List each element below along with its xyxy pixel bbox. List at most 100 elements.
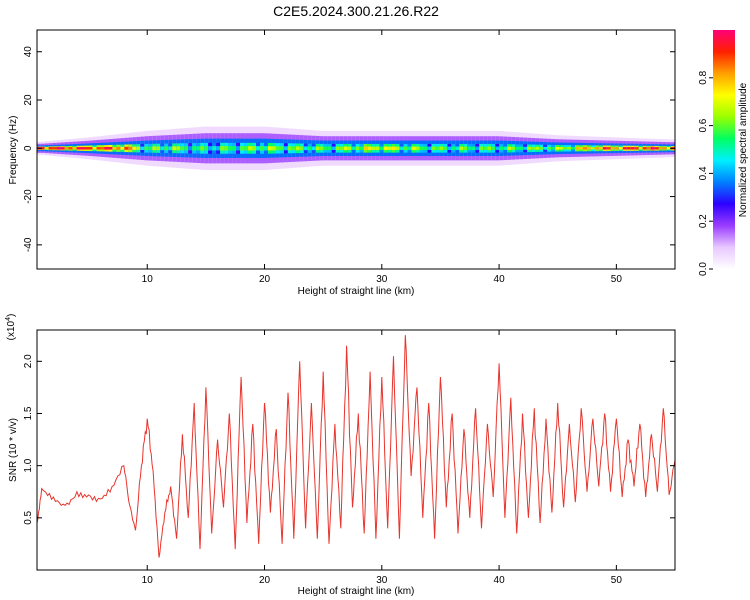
spectrogram-cell bbox=[287, 146, 293, 151]
spectrogram-cell bbox=[547, 146, 552, 150]
x-tick-label: 10 bbox=[142, 575, 154, 586]
y-tick-label: 1.0 bbox=[23, 458, 34, 472]
spectrogram-cell bbox=[606, 147, 612, 150]
snr-scale-exponent: 4 bbox=[5, 317, 12, 321]
y-tick-label: 20 bbox=[23, 94, 34, 106]
spectrogram-cell bbox=[443, 146, 449, 151]
spectrogram-cell bbox=[220, 146, 225, 151]
spectrogram-cell bbox=[80, 147, 86, 150]
spectrogram-cell bbox=[487, 146, 492, 151]
spectrogram-cell bbox=[64, 147, 70, 150]
spectrogram-cell bbox=[407, 146, 413, 151]
colorbar-tick-label: 0.2 bbox=[698, 214, 709, 228]
x-tick-label: 30 bbox=[376, 575, 388, 586]
spectrogram-cell bbox=[499, 146, 504, 151]
spectrogram-cell bbox=[315, 146, 321, 151]
spectrogram-cell bbox=[52, 147, 58, 150]
spectrogram-cell bbox=[582, 147, 588, 150]
spectrogram-cell bbox=[598, 147, 604, 150]
spectrogram-cell bbox=[571, 147, 576, 150]
y-tick-label: 0 bbox=[23, 145, 34, 151]
colorbar-gradient bbox=[713, 30, 735, 269]
spectrogram-cell bbox=[642, 147, 648, 150]
snr-series-line bbox=[37, 335, 675, 558]
spectrogram-cell bbox=[427, 146, 433, 151]
spectrogram-cell bbox=[120, 146, 126, 150]
spectrogram-cell bbox=[451, 146, 456, 151]
spectrogram-cell bbox=[594, 147, 600, 150]
x-tick-label: 50 bbox=[611, 274, 623, 285]
spectrogram-cell bbox=[419, 146, 425, 151]
spectrogram-cell bbox=[479, 146, 484, 151]
spectrogram-cell bbox=[144, 146, 149, 151]
spectrogram-cell bbox=[511, 146, 516, 150]
y-tick-label: 1.5 bbox=[23, 406, 34, 420]
spectrogram-cell bbox=[391, 146, 397, 151]
spectrogram-cell bbox=[543, 146, 548, 150]
spectrogram-cell bbox=[383, 146, 389, 151]
spectrogram-cell bbox=[72, 147, 78, 150]
spectrogram-cell bbox=[575, 147, 580, 150]
spectrogram-cell bbox=[160, 146, 165, 151]
spectrogram-cell bbox=[84, 147, 90, 150]
spectrogram-cell bbox=[363, 146, 369, 151]
spectrogram-cell bbox=[579, 147, 584, 150]
spectrogram-cell bbox=[291, 146, 297, 151]
spectrogram-cell bbox=[92, 147, 98, 150]
spectrogram-cell bbox=[371, 146, 377, 151]
spectrogram-cell bbox=[44, 147, 50, 150]
colorbar-tick-label: 0.6 bbox=[698, 118, 709, 132]
spectrogram-cell bbox=[323, 146, 329, 151]
y-tick-label: 40 bbox=[23, 46, 34, 58]
spectrogram-cell bbox=[423, 146, 429, 151]
spectrogram-cell bbox=[503, 146, 508, 150]
spectrogram-cell bbox=[283, 146, 289, 151]
spectrogram-cell bbox=[256, 146, 261, 151]
spectrogram-cell bbox=[351, 146, 357, 151]
snr-scale-label: (x10 bbox=[6, 320, 17, 340]
x-tick-label: 20 bbox=[259, 575, 271, 586]
spectrogram-cell bbox=[267, 146, 273, 151]
spectrogram-cell bbox=[168, 146, 173, 151]
spectrogram-cell bbox=[275, 146, 281, 151]
spectrogram-cell bbox=[244, 146, 249, 151]
spectrogram-cell bbox=[108, 146, 114, 150]
snr-y-ticks: 0.5 1.0 1.5 2.0 bbox=[23, 354, 675, 525]
spectrogram-cell bbox=[463, 146, 468, 151]
spectrogram-cell bbox=[586, 147, 592, 150]
spectrogram-cell bbox=[228, 146, 233, 151]
spectrogram-cell bbox=[658, 147, 664, 150]
spectrogram-y-axis-label: Frequency (Hz) bbox=[8, 116, 19, 185]
spectrogram-cell bbox=[56, 147, 62, 150]
spectrogram-cell bbox=[60, 147, 66, 150]
spectrogram-cell bbox=[527, 146, 532, 150]
snr-y-axis-label: SNR (10 * v/v) bbox=[8, 418, 19, 482]
spectrogram-cell bbox=[216, 146, 221, 151]
spectrogram-cell bbox=[630, 147, 636, 150]
spectrogram-cell bbox=[271, 146, 277, 151]
spectrogram-cell bbox=[132, 146, 137, 150]
colorbar-ticks: 0.0 0.2 0.4 0.6 0.8 bbox=[698, 70, 713, 276]
spectrogram-cell bbox=[240, 146, 245, 151]
spectrogram-cell bbox=[331, 146, 337, 151]
spectrogram-cell bbox=[128, 146, 133, 150]
spectrogram-cell bbox=[184, 146, 189, 151]
snr-panel: 10 20 30 40 50 0.5 1.0 1.5 2.0 Height of straig… bbox=[5, 314, 676, 597]
spectrogram-cell bbox=[379, 146, 385, 151]
spectrogram-cell bbox=[471, 146, 476, 151]
spectrogram-cell bbox=[319, 146, 325, 151]
spectrogram-cell bbox=[439, 146, 445, 151]
spectrogram-cell bbox=[100, 147, 106, 150]
snr-x-ticks: 10 20 30 40 50 bbox=[142, 330, 622, 586]
colorbar-tick-label: 0.8 bbox=[698, 70, 709, 84]
spectrogram-cell bbox=[614, 147, 620, 150]
spectrogram-cell bbox=[327, 146, 333, 151]
spectrogram-cell bbox=[88, 147, 94, 150]
spectrogram-cell bbox=[399, 146, 405, 151]
spectrogram-cell bbox=[367, 146, 373, 151]
spectrogram-cell bbox=[387, 146, 393, 151]
spectrogram-cell bbox=[48, 147, 54, 150]
spectrogram-cell bbox=[563, 147, 568, 150]
spectrogram-cell bbox=[559, 147, 564, 150]
spectrogram-frame bbox=[36, 29, 676, 270]
